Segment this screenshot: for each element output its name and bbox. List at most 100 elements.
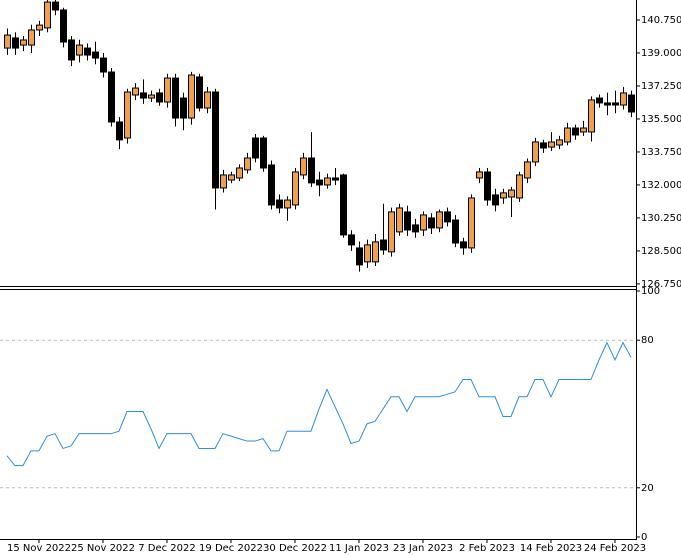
x-tick-label: 23 Jan 2023 [393,543,453,554]
y-tick-label: 100 [641,286,660,297]
candle-body [412,224,419,233]
candle-body [52,1,59,11]
candle-body [172,77,179,119]
candle-body [380,239,387,251]
candle-body [180,97,187,119]
candle-body [620,92,627,106]
candle-body [556,139,563,146]
candle-body [612,102,619,106]
candle-body [396,207,403,233]
candle-body [236,167,243,179]
candle-body [116,121,123,141]
candle-body [516,174,523,199]
y-tick-label: 133.750 [641,147,681,158]
candle-body [388,211,395,253]
candle-body [188,74,195,119]
candle-body [436,211,443,229]
candle-body [124,91,131,139]
candle-body [132,87,139,96]
candle-body [524,161,531,179]
candle-body [4,34,11,49]
candle-body [580,127,587,133]
candle-body [372,241,379,263]
candle-body [628,94,635,113]
candle-body [268,164,275,206]
candle-body [428,217,435,229]
candle-body [244,157,251,171]
candle-body [260,137,267,169]
candle-body [12,37,19,49]
y-tick-label: 0 [641,532,647,543]
candle-body [156,92,163,103]
candle-body [44,1,51,29]
candle-body [148,94,155,99]
candle-body [596,97,603,104]
candle-body [204,91,211,109]
oscillator-line [6,341,632,467]
candle-body [332,177,339,181]
candle-body [300,157,307,176]
candle-body [348,234,355,246]
y-tick-label: 132.000 [641,180,681,191]
candle-body [28,29,35,46]
candle-body [140,92,147,99]
y-tick-label: 128.500 [641,246,681,257]
candle-body [276,199,283,209]
candle-body [292,171,299,206]
candle-body [492,194,499,206]
y-tick-label: 80 [641,335,654,346]
candle-body [220,174,227,189]
candle-body [196,76,203,109]
candle-body [324,177,331,186]
candle-body [564,127,571,143]
candle-body [316,179,323,186]
candle-body [588,99,595,133]
candle-body [68,39,75,61]
x-tick-label: 24 Feb 2023 [584,543,646,554]
candle-body [452,219,459,244]
candle-body [444,211,451,223]
candle-body [108,71,115,123]
x-tick-label: 14 Feb 2023 [520,543,582,554]
x-tick-label: 25 Nov 2022 [71,543,135,554]
candle-body [228,174,235,181]
candle-body [20,39,27,46]
candle-body [284,199,291,209]
y-tick-label: 20 [641,483,654,494]
candle-body [92,51,99,59]
candle-body [404,211,411,231]
x-tick-label: 2 Feb 2023 [459,543,515,554]
candle-body [100,57,107,73]
candle-body [468,197,475,249]
candle-body [76,44,83,56]
y-tick-label: 139.000 [641,48,681,59]
candle-body [572,127,579,136]
x-tick-label: 19 Dec 2022 [199,543,263,554]
candle-body [500,192,507,199]
candle-body [164,77,171,103]
candle-body [212,91,219,189]
x-tick-label: 30 Dec 2022 [263,543,327,554]
candle-body [420,214,427,231]
candle-body [540,142,547,149]
candle-body [476,171,483,179]
candle-body [508,189,515,198]
candle-body [484,171,491,201]
candle-body [460,241,467,249]
candle-body [364,244,371,263]
x-tick-label: 15 Nov 2022 [7,543,71,554]
candle-body [252,137,259,159]
y-tick-label: 140.750 [641,15,681,26]
candle-body [84,47,91,56]
y-tick-label: 130.250 [641,213,681,224]
candle-body [356,247,363,266]
candle-body [60,9,67,43]
candle-body [604,102,611,106]
candle-body [36,24,43,31]
y-tick-label: 137.250 [641,81,681,92]
candle-body [532,141,539,163]
x-tick-label: 7 Dec 2022 [138,543,196,554]
x-tick-label: 11 Jan 2023 [329,543,389,554]
